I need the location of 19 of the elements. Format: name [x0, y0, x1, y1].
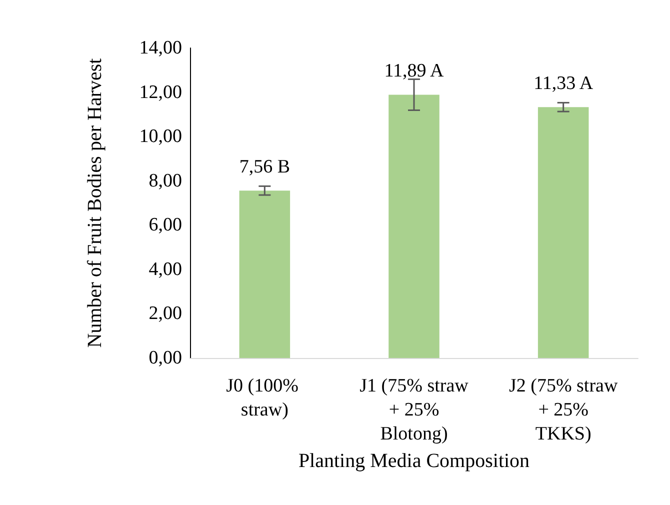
data-label: 11,89 A [384, 60, 444, 82]
x-tick-label: J1 (75% straw + 25% Blotong) [360, 376, 469, 444]
y-tick-label: 2,00 [148, 303, 182, 324]
data-label: 11,33 A [534, 73, 594, 94]
bar [538, 107, 589, 358]
y-tick-label: 6,00 [148, 214, 182, 236]
y-tick-label: 8,00 [148, 170, 182, 192]
y-tick-label: 4,00 [148, 258, 182, 280]
y-tick-label: 10,00 [139, 126, 182, 148]
bar [239, 190, 290, 358]
bar [388, 94, 440, 358]
x-tick-label: J0 (100% straw) [226, 376, 304, 420]
y-tick-label: 14,00 [139, 38, 182, 58]
x-axis-title: Planting Media Composition [298, 450, 530, 472]
y-tick-label: 0,00 [148, 348, 182, 368]
y-axis-title: Number of Fruit Bodies per Harvest [84, 58, 106, 348]
y-tick-label: 12,00 [139, 82, 182, 103]
data-label: 7,56 B [239, 156, 290, 178]
x-tick-label: J2 (75% straw + 25% TKKS) [508, 376, 618, 444]
